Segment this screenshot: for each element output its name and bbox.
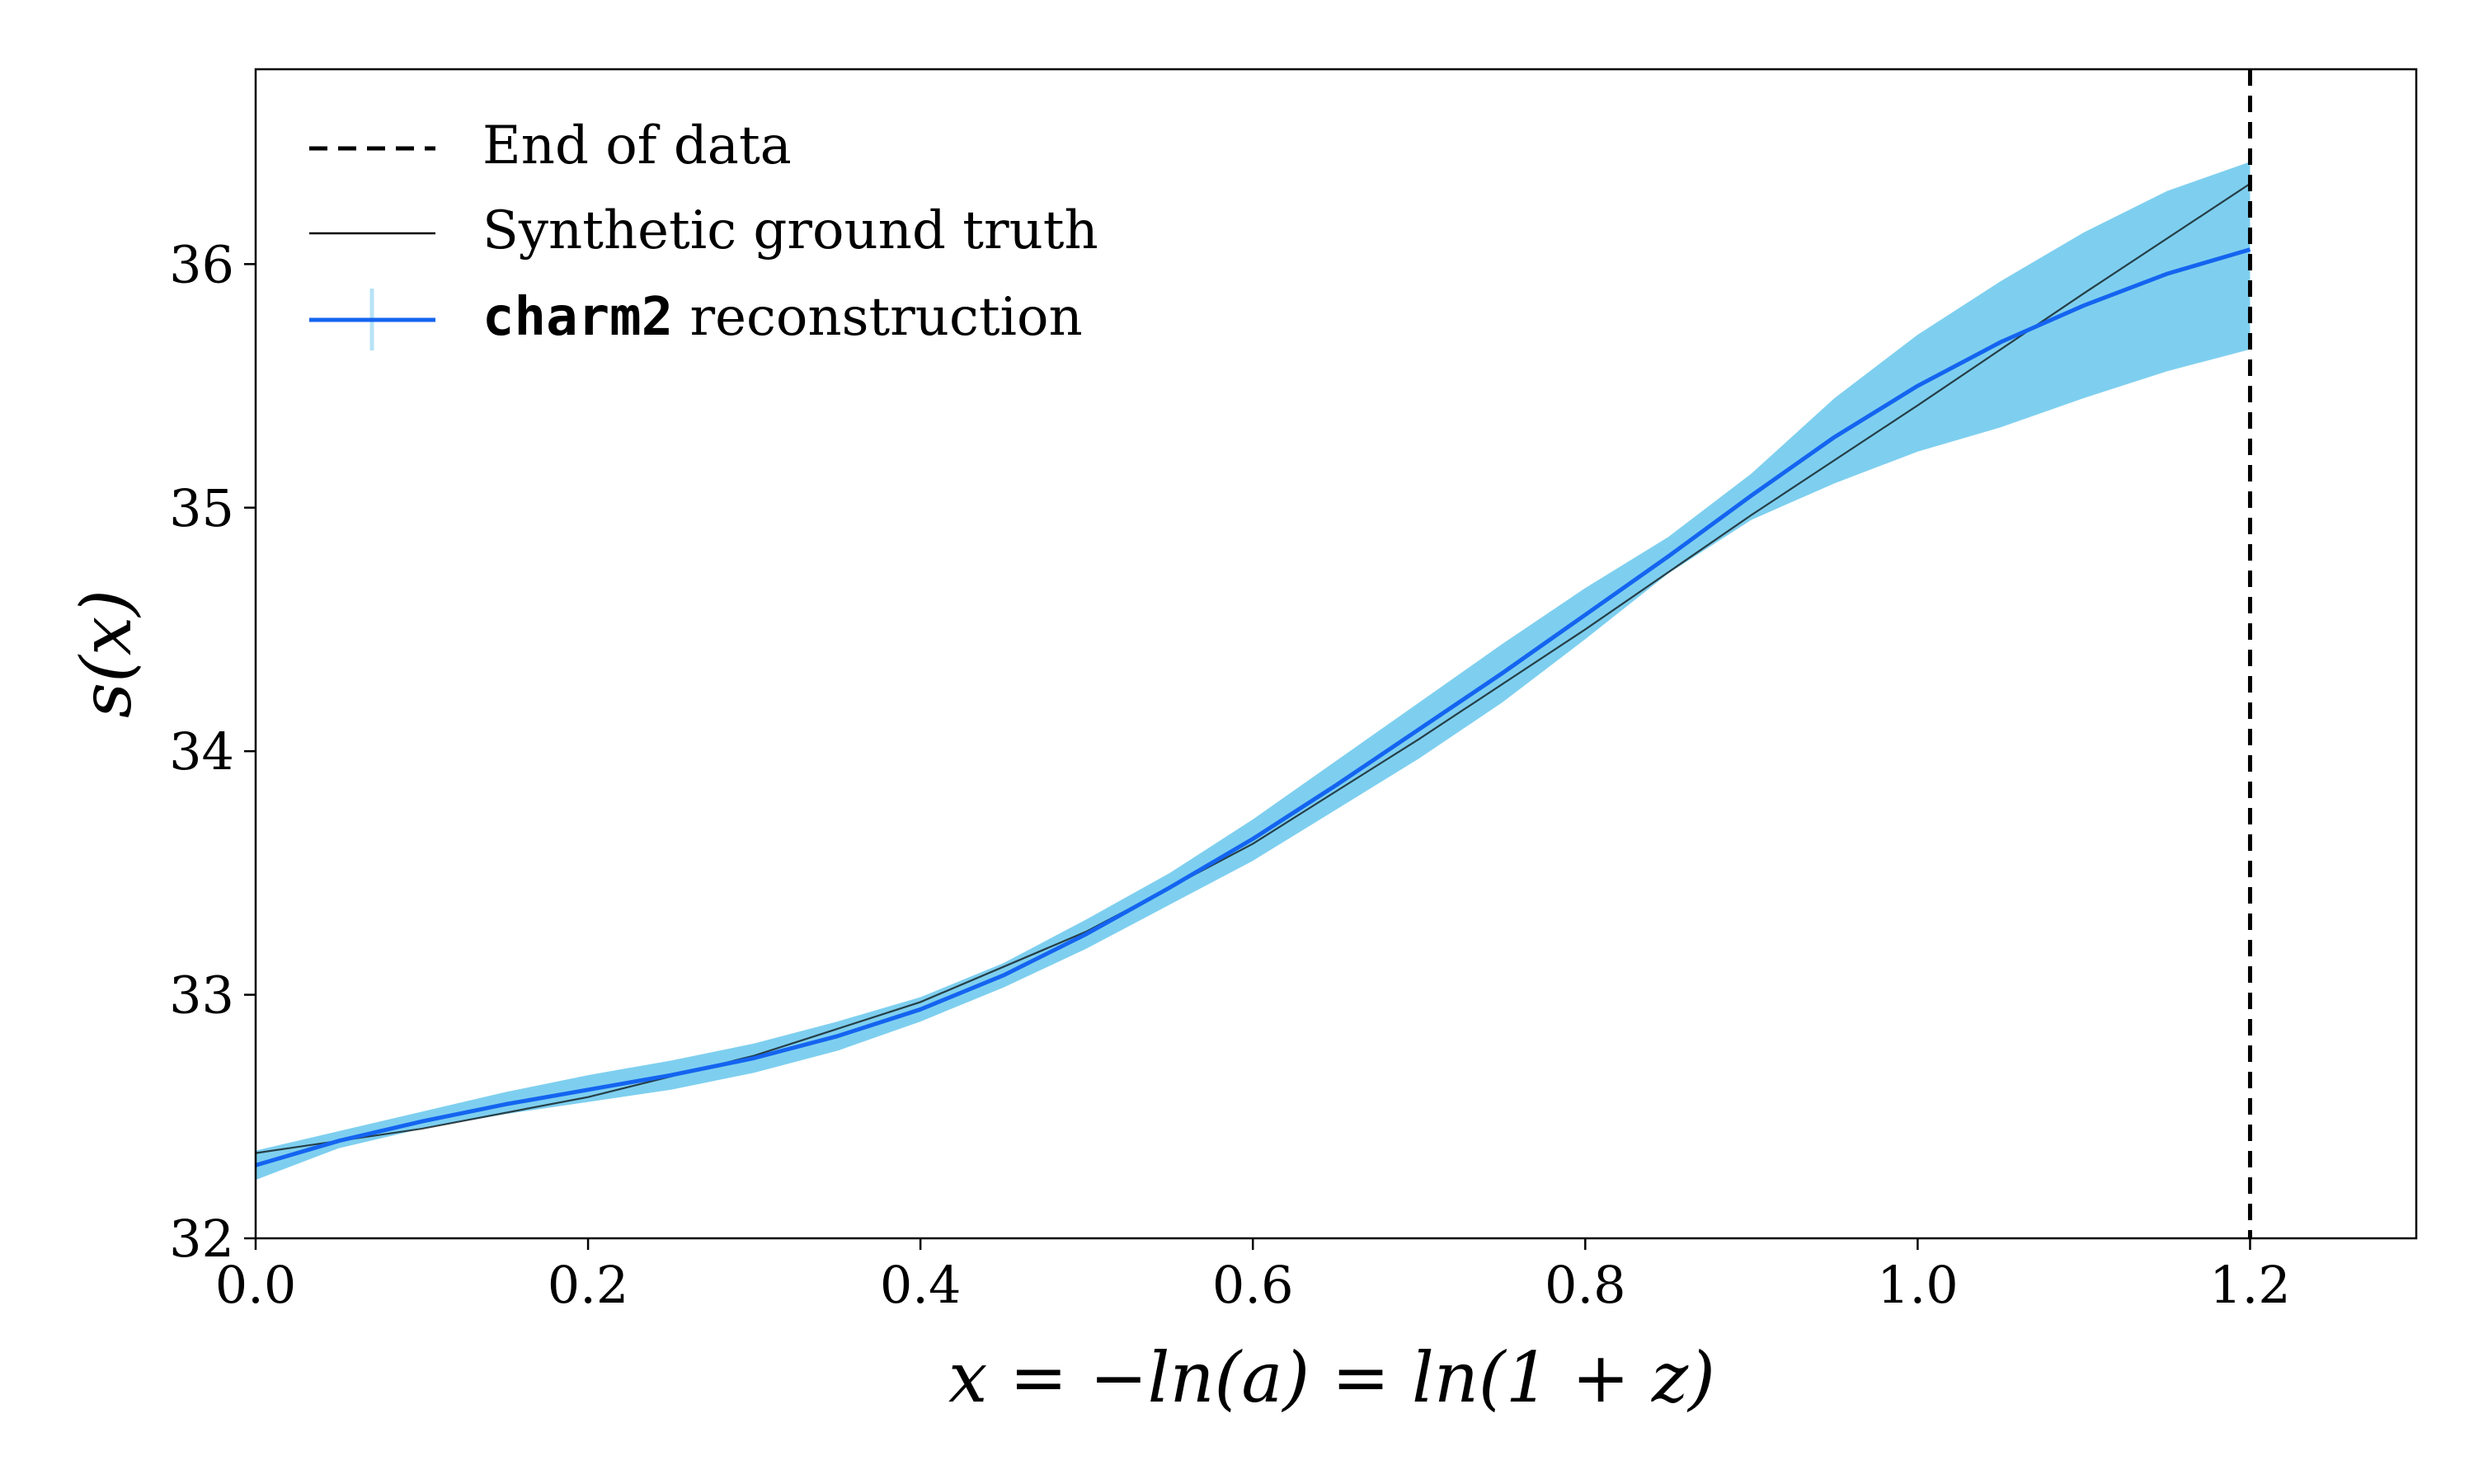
x-axis-label: x = −ln(a) = ln(1 + z) bbox=[948, 1337, 1715, 1418]
y-axis-label: s(x) bbox=[66, 589, 147, 718]
legend-label-ground-truth: Synthetic ground truth bbox=[482, 200, 1098, 261]
y-tick-label: 35 bbox=[169, 478, 234, 538]
x-tick-label: 0.4 bbox=[880, 1255, 962, 1315]
x-tick-label: 1.0 bbox=[1877, 1255, 1959, 1315]
y-tick-label: 33 bbox=[169, 965, 234, 1026]
x-tick-label: 1.2 bbox=[2209, 1255, 2291, 1315]
x-tick-label: 0.0 bbox=[215, 1255, 297, 1315]
x-tick-label: 0.2 bbox=[548, 1255, 629, 1315]
legend-label-reconstruction: charm2 reconstruction bbox=[482, 287, 1083, 348]
y-tick-label: 36 bbox=[169, 234, 234, 294]
x-tick-label: 0.8 bbox=[1545, 1255, 1626, 1315]
uncertainty-band bbox=[256, 162, 2251, 1181]
ground-truth-line bbox=[255, 182, 2251, 1154]
plot-frame bbox=[254, 68, 2418, 1240]
x-tick-label: 0.6 bbox=[1212, 1255, 1294, 1315]
y-tick-label: 34 bbox=[169, 721, 234, 782]
legend-label-rest: reconstruction bbox=[673, 287, 1083, 348]
y-tick-label: 32 bbox=[169, 1209, 234, 1269]
legend-label-code: charm2 bbox=[482, 287, 673, 348]
reconstruction-line bbox=[255, 247, 2251, 1167]
legend: End of data Synthetic ground truth charm… bbox=[309, 115, 1098, 350]
legend-label-end-of-data: End of data bbox=[482, 115, 792, 176]
